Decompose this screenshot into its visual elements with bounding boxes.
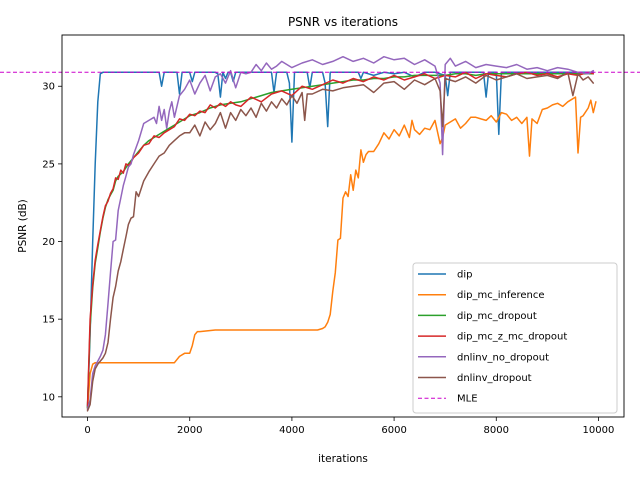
x-tick-label: 2000 [177,425,202,436]
plot-frame [61,34,625,418]
y-tick-label: 30 [42,82,55,93]
legend-label: dip_mc_dropout [457,311,537,322]
y-axis-title: PSNR (dB) [17,199,29,253]
x-tick-label: 6000 [381,425,406,436]
legend-label: dip_mc_z_mc_dropout [457,332,567,343]
y-tick-label: 20 [42,237,55,248]
series-lines [0,55,640,412]
legend-label: MLE [457,394,478,405]
series-line-dip-mc-inference [86,96,597,410]
legend-label: dip_mc_inference [457,290,545,301]
chart-title: PSNR vs iterations [288,15,398,29]
legend-box [412,262,618,414]
legend-label: dnlinv_no_dropout [457,352,549,363]
y-tick-label: 10 [42,392,55,403]
series-line-dip-mc-z-mc-dropout [86,71,595,407]
x-tick-label: 8000 [484,425,509,436]
legend: dip dip_mc_inference dip_mc_dropout dip_mc_… [412,262,618,414]
legend-label: dnlinv_dropout [457,373,532,384]
axes: 0 2000 4000 6000 8000 10000 10 15 20 25 30 [42,82,614,436]
x-axis-title: iterations [318,453,368,465]
x-tick-label: 4000 [279,425,304,436]
series-line-dnlinv-dropout [86,71,595,412]
y-tick-label: 15 [42,315,55,326]
x-tick-label: 0 [84,425,90,436]
legend-label: dip [457,270,472,281]
x-tick-label: 10000 [583,425,615,436]
y-tick-label: 25 [42,159,55,170]
